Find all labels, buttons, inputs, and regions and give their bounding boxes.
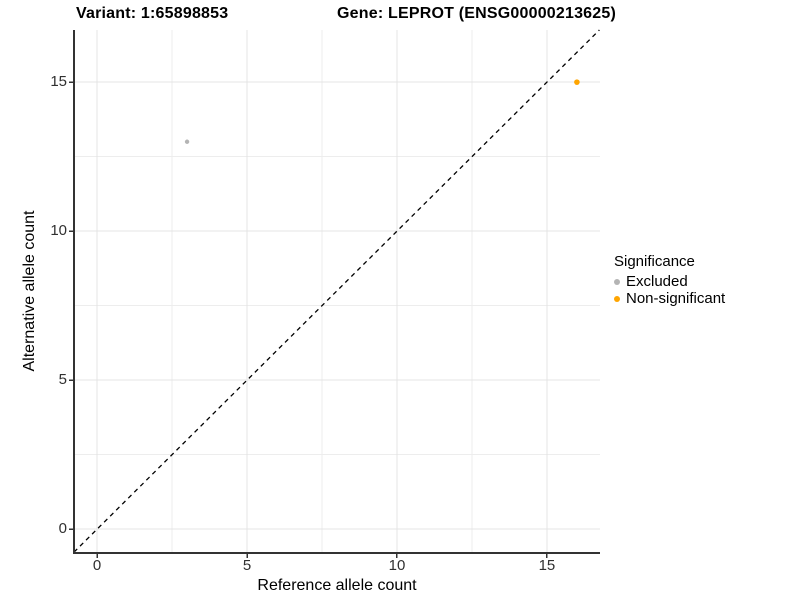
x-tick-label: 5 [242, 557, 252, 574]
data-point-non-significant [574, 79, 580, 85]
x-axis-title: Reference allele count [257, 577, 417, 594]
x-tick-label: 15 [538, 557, 556, 574]
legend: Significance Excluded Non-significant [614, 253, 725, 307]
x-tick-label: 0 [92, 557, 102, 574]
y-tick-label: 5 [58, 371, 67, 389]
gene-title: Gene: LEPROT (ENSG00000213625) [337, 5, 617, 22]
variant-title: Variant: 1:65898853 [76, 5, 229, 22]
legend-swatch-icon [614, 295, 620, 302]
legend-swatch-icon [614, 278, 620, 285]
legend-label-excluded: Excluded [626, 273, 688, 290]
y-axis-title: Alternative allele count [21, 210, 38, 372]
identity-line [73, 29, 600, 553]
legend-label-non-significant: Non-significant [626, 290, 726, 307]
legend-item-excluded: Excluded [614, 273, 725, 290]
y-tick-label: 0 [58, 520, 67, 538]
x-tick-label: 10 [388, 557, 406, 574]
data-point-excluded [184, 139, 190, 144]
y-tick-label: 10 [50, 222, 67, 240]
legend-item-non-significant: Non-significant [614, 290, 725, 307]
y-tick-label: 15 [50, 73, 67, 91]
legend-title: Significance [614, 253, 695, 270]
